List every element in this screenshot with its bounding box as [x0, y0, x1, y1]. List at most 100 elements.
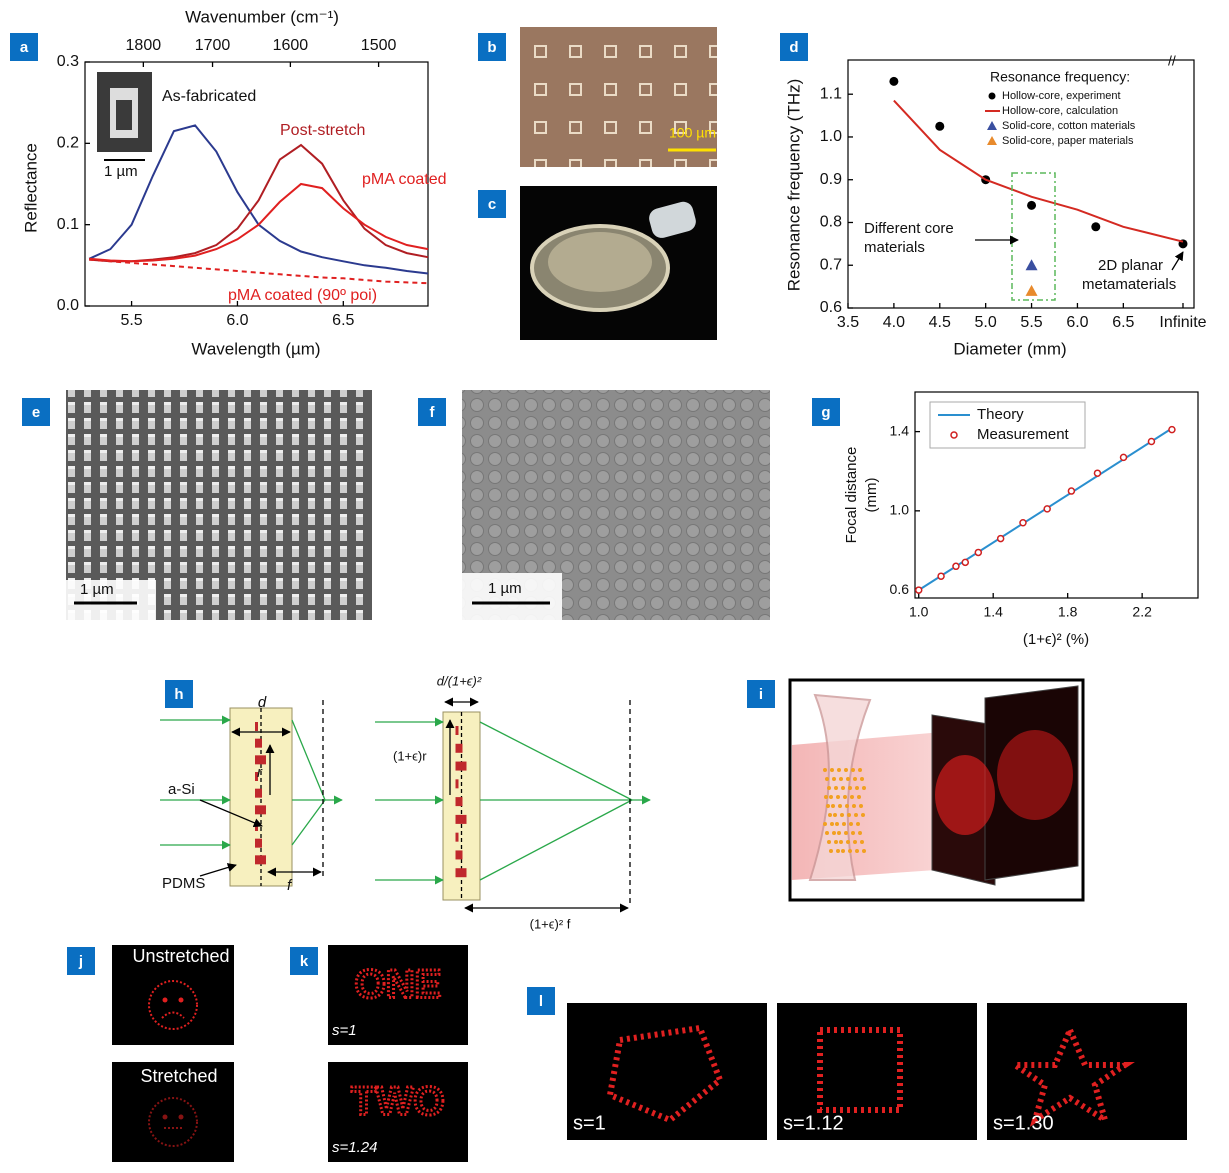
x-tick-label: 5.0	[975, 314, 997, 331]
nanostructure	[849, 822, 853, 826]
marker	[962, 559, 968, 565]
diagram-label: (1+ϵ)² f	[530, 916, 571, 931]
legend-swatch	[951, 432, 957, 438]
face-eye	[179, 1115, 184, 1120]
marker	[935, 122, 944, 131]
marker	[953, 563, 959, 569]
nanostructure	[838, 804, 842, 808]
nanostructure	[859, 804, 863, 808]
y-tick-label: 1.1	[820, 85, 842, 102]
a-si-element	[456, 797, 463, 806]
a-si-element	[255, 805, 266, 814]
marker	[1169, 427, 1175, 433]
y-axis-title: (mm)	[863, 478, 880, 513]
x-tick-label: 4.0	[883, 314, 905, 331]
nanostructure	[858, 768, 862, 772]
nanostructure	[831, 804, 835, 808]
marker	[938, 573, 944, 579]
marker	[1148, 439, 1154, 445]
legend-swatch	[987, 121, 997, 130]
nanostructure	[847, 813, 851, 817]
x-tick-label: 2.2	[1132, 604, 1152, 620]
x2-tick-label: 1700	[195, 37, 231, 54]
nanostructure	[829, 849, 833, 853]
marker	[1027, 201, 1036, 210]
nanostructure	[857, 795, 861, 799]
legend-swatch	[987, 136, 997, 145]
marker	[889, 77, 898, 86]
face-eye	[163, 1115, 168, 1120]
nanostructure	[839, 777, 843, 781]
nanostructure	[837, 768, 841, 772]
nanostructure	[850, 795, 854, 799]
scale-bar-label: 1 µm	[104, 163, 138, 180]
nanostructure	[841, 786, 845, 790]
nanostructure	[853, 777, 857, 781]
y-axis-title: Resonance frequency (THz)	[784, 79, 803, 292]
marker	[998, 536, 1004, 542]
a-si-element	[255, 855, 266, 864]
nanostructure	[834, 840, 838, 844]
x-axis-title: Diameter (mm)	[953, 339, 1066, 358]
y-tick-label: 1.4	[890, 422, 910, 438]
x-tick-label: 5.5	[120, 312, 142, 329]
text-line: 2D planar	[1098, 257, 1163, 274]
scale-bar-label: 100 µm	[669, 125, 716, 141]
x-tick-label: 6.5	[332, 312, 354, 329]
y-tick-label: 0.8	[820, 214, 842, 231]
series-label: pMA coated	[362, 171, 447, 188]
a-si-element	[255, 839, 262, 848]
nanostructure	[860, 840, 864, 844]
diagram-label: d/(1+ϵ)²	[437, 673, 482, 688]
x2-tick-label: 1800	[126, 37, 162, 54]
legend-swatch	[989, 93, 996, 100]
a-si-element	[255, 722, 258, 731]
projected-glow	[997, 730, 1073, 820]
panel-label: b	[487, 39, 496, 56]
nanostructure	[839, 840, 843, 844]
series-label: As-fabricated	[162, 88, 256, 105]
nanostructure	[855, 849, 859, 853]
nanostructure	[828, 813, 832, 817]
legend-title: Resonance frequency:	[990, 69, 1130, 85]
x-tick-label: 5.5	[1020, 314, 1042, 331]
nanostructure	[832, 777, 836, 781]
x-tick-label: 1.4	[983, 604, 1003, 620]
a-si-element	[456, 744, 463, 753]
micrograph	[520, 27, 717, 167]
y-axis-title: Reflectance	[21, 143, 40, 233]
nanostructure	[835, 822, 839, 826]
text-line: Different core	[864, 220, 954, 237]
coin-face	[548, 232, 652, 292]
a-si-element	[255, 789, 262, 798]
nanostructure	[827, 840, 831, 844]
nanostructure	[830, 822, 834, 826]
nanostructure	[842, 822, 846, 826]
nanostructure	[856, 822, 860, 826]
focused-ray	[292, 800, 325, 845]
nanostructure	[825, 831, 829, 835]
a-si-element	[456, 868, 467, 877]
series-label: Post-stretch	[280, 122, 365, 139]
nanostructure	[846, 840, 850, 844]
nanostructure	[861, 813, 865, 817]
x2-axis-title: Wavenumber (cm⁻¹)	[185, 7, 339, 26]
panel-label: g	[821, 404, 830, 421]
y-tick-label: 0.1	[57, 216, 79, 233]
panel-label: j	[78, 953, 83, 970]
image-caption: Stretched	[140, 1066, 217, 1086]
panel-label: l	[539, 993, 543, 1010]
x-tick-label: 1.8	[1058, 604, 1078, 620]
nanostructure	[826, 804, 830, 808]
marker	[1121, 454, 1127, 460]
a-si-element	[456, 762, 467, 771]
nanostructure	[832, 831, 836, 835]
x-tick-label: 6.5	[1112, 314, 1134, 331]
x-tick-label: 3.5	[837, 314, 859, 331]
nanostructure	[829, 795, 833, 799]
marker	[1068, 488, 1074, 494]
y-tick-label: 0.6	[820, 299, 842, 316]
nanostructure	[825, 777, 829, 781]
series-line	[89, 184, 428, 261]
